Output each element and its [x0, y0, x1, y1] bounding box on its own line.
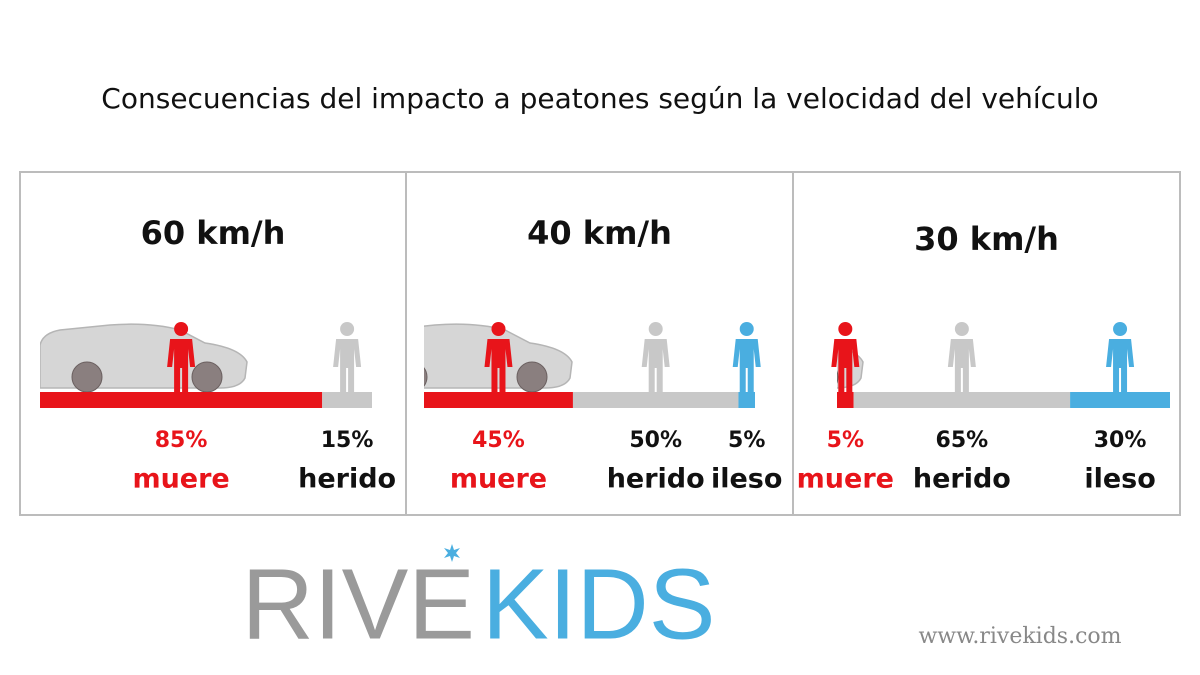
panel-box	[792, 171, 1181, 516]
bar-segment	[738, 392, 755, 408]
pedestrian-head	[838, 322, 853, 336]
pedestrian-body	[333, 339, 362, 392]
car-wheel	[516, 361, 548, 393]
car-wheel	[191, 361, 223, 393]
logo-star	[444, 544, 460, 562]
pedestrian-head	[340, 322, 355, 336]
pedestrian	[1106, 322, 1135, 392]
pedestrian-head	[739, 322, 754, 336]
bar-segment	[424, 392, 573, 408]
pedestrian-head	[1113, 322, 1128, 336]
pedestrian	[641, 322, 670, 392]
percent-label: 30%	[1094, 428, 1147, 453]
pedestrian	[333, 322, 362, 392]
title: Consecuencias del impacto a peatones seg…	[101, 82, 1098, 115]
url: www.rivekids.com	[918, 624, 1121, 649]
bar-segment	[1070, 392, 1170, 408]
percent-label: 85%	[155, 428, 208, 453]
pedestrian-body	[831, 339, 860, 392]
pedestrian-body	[1106, 339, 1135, 392]
pedestrian-body	[947, 339, 976, 392]
panels: 60 km/h 85% muere 15% herido 40 km/h 45% muere 5…	[19, 171, 1181, 516]
pedestrian	[732, 322, 761, 392]
logo-kids: KIDS	[482, 548, 715, 660]
speed: 40 km/h	[527, 214, 672, 252]
percent-label: 5%	[827, 428, 864, 453]
bar-segment	[837, 392, 854, 408]
speed: 30 km/h	[914, 220, 1059, 258]
pedestrian-head	[954, 322, 969, 336]
speed: 60 km/h	[141, 214, 286, 252]
car-wheel	[688, 362, 718, 392]
outcome-label: muere	[132, 464, 229, 495]
pedestrian-body	[167, 339, 196, 392]
bar-segment	[40, 392, 323, 408]
percent-label: 65%	[936, 428, 989, 453]
panel: 60 km/h 85% muere 15% herido	[19, 171, 407, 516]
pedestrian	[947, 322, 976, 392]
percent-label: 50%	[629, 428, 682, 453]
pedestrian-body	[732, 339, 761, 392]
pedestrian-body	[641, 339, 670, 392]
outcome-label: herido	[298, 464, 396, 495]
car-wheel	[424, 367, 428, 387]
panel: 30 km/h 5% muere 65% herido 30% ileso	[688, 171, 1181, 516]
car	[424, 323, 573, 393]
car-wheel	[837, 370, 839, 384]
outcome-label: herido	[607, 464, 705, 495]
pedestrian-head	[491, 322, 506, 336]
pedestrian	[167, 322, 196, 392]
percent-label: 5%	[728, 428, 765, 453]
panel: 40 km/h 45% muere 50% herido 5% ileso	[405, 171, 794, 516]
outcome-label: ileso	[711, 464, 782, 495]
percent-label: 15%	[321, 428, 374, 453]
car	[40, 323, 248, 393]
logo-rive: RIVE	[242, 548, 475, 660]
bar-segment	[322, 392, 372, 408]
percent-label: 45%	[472, 428, 525, 453]
bar-segment	[572, 392, 739, 408]
car-wheel	[71, 361, 103, 393]
bar-segment	[853, 392, 1071, 408]
outcome-label: herido	[913, 464, 1011, 495]
pedestrian	[484, 322, 513, 392]
pedestrian-head	[648, 322, 663, 336]
pedestrian	[831, 322, 860, 392]
outcome-label: muere	[450, 464, 547, 495]
pedestrian-head	[174, 322, 189, 336]
pedestrian-body	[484, 339, 513, 392]
outcome-label: muere	[797, 464, 894, 495]
outcome-label: ileso	[1084, 464, 1155, 495]
